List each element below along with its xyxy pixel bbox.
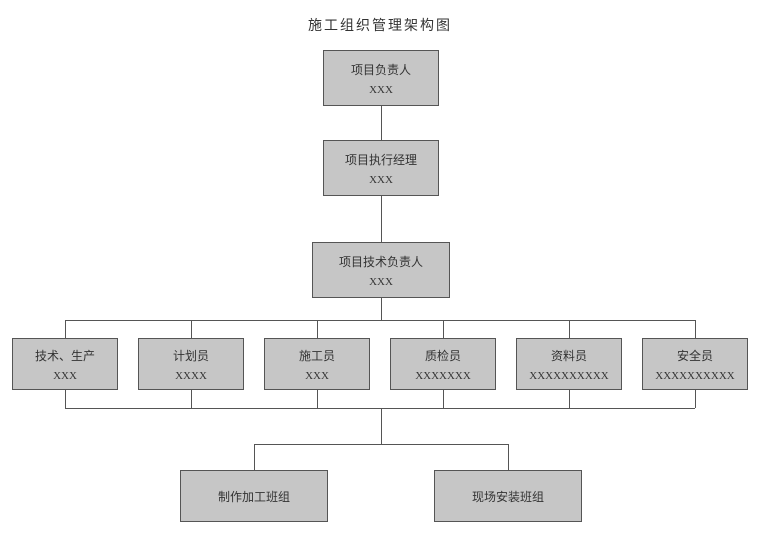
org-node-label: 计划员 [173,347,209,364]
org-node-b1: 制作加工班组 [180,470,328,522]
connector-line [317,320,318,338]
connector-line [65,390,66,408]
org-node-value: XXX [305,370,329,382]
org-node-value: XXXXXXXXXX [655,370,734,382]
org-node-label: 质检员 [425,347,461,364]
org-node-value: XXX [53,370,77,382]
connector-line [569,320,570,338]
connector-line [191,390,192,408]
connector-line [443,390,444,408]
org-node-n2: 项目执行经理 XXX [323,140,439,196]
connector-line [191,320,192,338]
org-node-n1: 项目负责人 XXX [323,50,439,106]
connector-line [65,408,695,409]
connector-line [254,444,255,470]
org-node-r5: 资料员 XXXXXXXXXX [516,338,622,390]
connector-line [254,444,508,445]
org-node-label: 项目负责人 [351,61,411,78]
connector-line [381,196,382,242]
connector-line [381,298,382,320]
diagram-title: 施工组织管理架构图 [0,15,760,35]
connector-line [443,320,444,338]
connector-line [695,390,696,408]
org-node-value: XXX [369,276,393,288]
connector-line [65,320,66,338]
connector-line [381,408,382,444]
org-node-r1: 技术、生产 XXX [12,338,118,390]
org-node-value: XXXX [175,370,207,382]
org-node-label: 安全员 [677,347,713,364]
org-node-label: 项目技术负责人 [339,253,423,270]
org-node-label: 制作加工班组 [218,488,290,505]
connector-line [381,106,382,140]
org-node-value: XXX [369,84,393,96]
connector-line [569,390,570,408]
org-node-label: 资料员 [551,347,587,364]
org-node-r2: 计划员 XXXX [138,338,244,390]
org-node-label: 施工员 [299,347,335,364]
org-node-value: XXX [369,174,393,186]
org-node-label: 项目执行经理 [345,151,417,168]
org-node-b2: 现场安装班组 [434,470,582,522]
org-node-value: XXXXXXX [415,370,471,382]
connector-line [65,320,695,321]
org-node-label: 现场安装班组 [472,488,544,505]
org-node-n3: 项目技术负责人 XXX [312,242,450,298]
org-node-r6: 安全员 XXXXXXXXXX [642,338,748,390]
org-node-r3: 施工员 XXX [264,338,370,390]
connector-line [508,444,509,470]
org-node-label: 技术、生产 [35,347,95,364]
title-text: 施工组织管理架构图 [308,19,452,34]
connector-line [695,320,696,338]
org-node-value: XXXXXXXXXX [529,370,608,382]
org-node-r4: 质检员 XXXXXXX [390,338,496,390]
connector-line [317,390,318,408]
